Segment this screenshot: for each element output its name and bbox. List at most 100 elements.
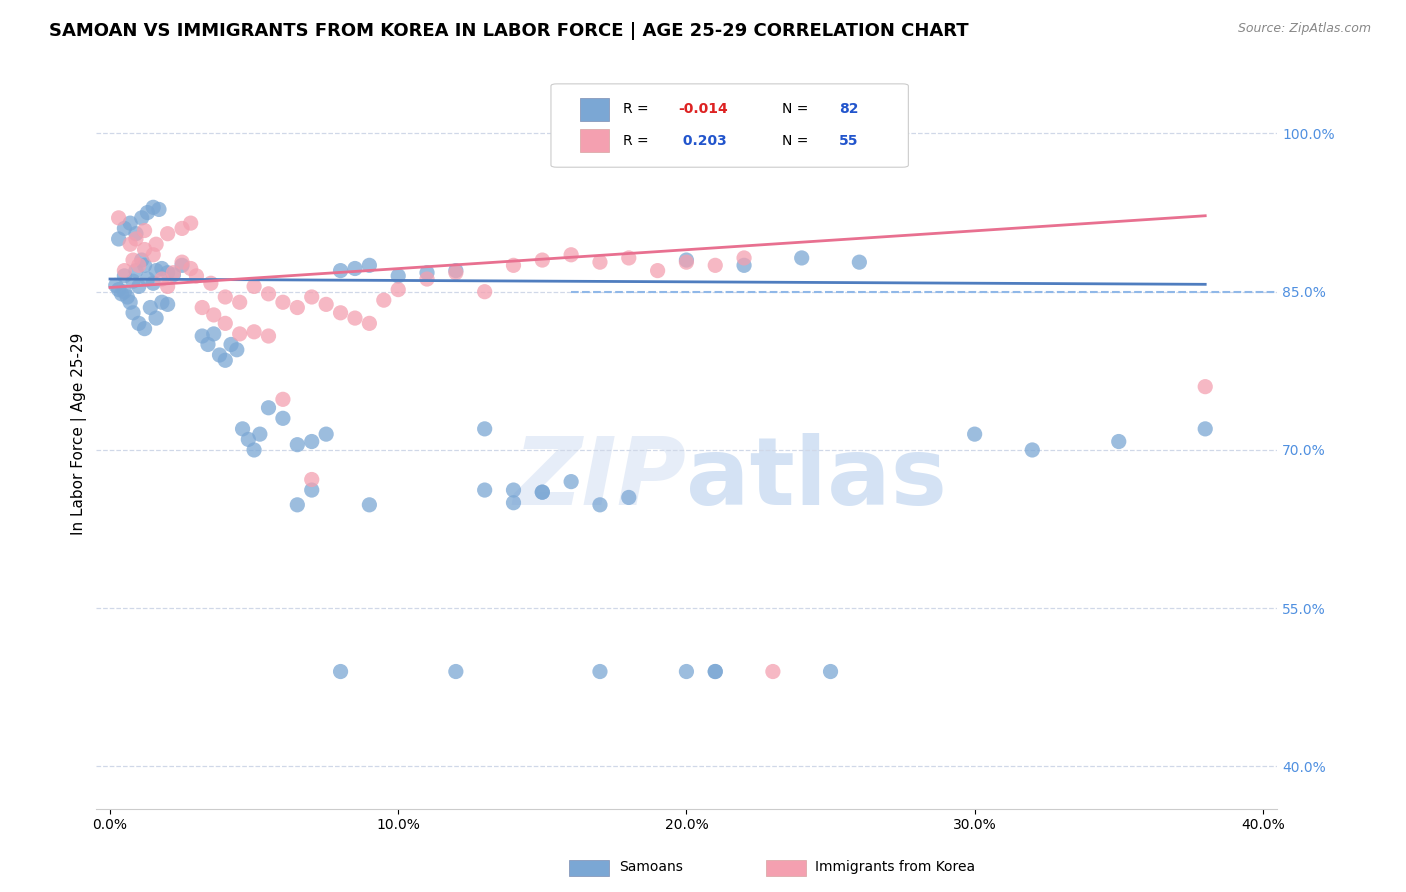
- Point: [202, 326, 225, 341]
- Point: [214, 290, 236, 304]
- Point: [444, 266, 467, 280]
- Point: [387, 268, 409, 283]
- Point: [142, 248, 165, 262]
- Point: [675, 253, 697, 268]
- Point: [589, 665, 612, 679]
- Text: 0.203: 0.203: [678, 134, 727, 148]
- Point: [219, 337, 242, 351]
- Text: -0.014: -0.014: [678, 103, 727, 116]
- Point: [107, 283, 129, 297]
- Point: [257, 286, 280, 301]
- Point: [271, 295, 294, 310]
- Point: [232, 422, 254, 436]
- Point: [531, 485, 554, 500]
- Point: [112, 268, 135, 283]
- Point: [197, 337, 219, 351]
- Point: [228, 326, 250, 341]
- Point: [191, 301, 214, 315]
- Point: [112, 285, 135, 299]
- Point: [120, 216, 142, 230]
- Point: [762, 665, 785, 679]
- Point: [120, 237, 142, 252]
- Point: [444, 263, 467, 277]
- Point: [156, 297, 179, 311]
- Point: [301, 434, 323, 449]
- Text: N =: N =: [782, 103, 813, 116]
- Point: [474, 422, 496, 436]
- Point: [134, 243, 156, 257]
- Point: [560, 248, 582, 262]
- Point: [416, 272, 439, 286]
- Point: [359, 317, 381, 331]
- Point: [202, 308, 225, 322]
- Point: [1108, 434, 1130, 449]
- Point: [820, 665, 842, 679]
- Point: [145, 263, 167, 277]
- Point: [502, 496, 524, 510]
- Bar: [579, 97, 609, 120]
- Point: [589, 255, 612, 269]
- Point: [474, 285, 496, 299]
- Point: [112, 263, 135, 277]
- Point: [131, 253, 153, 268]
- Point: [120, 295, 142, 310]
- Point: [1021, 442, 1043, 457]
- Point: [125, 227, 148, 241]
- Point: [963, 427, 986, 442]
- Point: [257, 329, 280, 343]
- Point: [474, 483, 496, 497]
- Point: [1194, 379, 1216, 393]
- Point: [200, 277, 222, 291]
- Text: N =: N =: [782, 134, 813, 148]
- Point: [122, 253, 145, 268]
- Point: [249, 427, 271, 442]
- Point: [134, 321, 156, 335]
- Point: [560, 475, 582, 489]
- Point: [359, 498, 381, 512]
- Point: [150, 272, 173, 286]
- Point: [285, 301, 308, 315]
- Point: [156, 266, 179, 280]
- Text: ZIP: ZIP: [513, 434, 686, 525]
- Point: [156, 279, 179, 293]
- Point: [136, 272, 159, 286]
- Point: [271, 411, 294, 425]
- Point: [110, 286, 132, 301]
- Point: [134, 223, 156, 237]
- Bar: [569, 860, 609, 876]
- Point: [704, 665, 727, 679]
- Point: [257, 401, 280, 415]
- Point: [139, 301, 162, 315]
- Point: [416, 266, 439, 280]
- Point: [359, 258, 381, 272]
- Point: [125, 232, 148, 246]
- Point: [150, 295, 173, 310]
- Point: [301, 290, 323, 304]
- Point: [301, 473, 323, 487]
- Y-axis label: In Labor Force | Age 25-29: In Labor Force | Age 25-29: [72, 333, 87, 535]
- Text: Source: ZipAtlas.com: Source: ZipAtlas.com: [1237, 22, 1371, 36]
- Point: [1194, 422, 1216, 436]
- Point: [285, 438, 308, 452]
- Point: [186, 268, 208, 283]
- Point: [531, 485, 554, 500]
- Point: [343, 311, 366, 326]
- Point: [301, 483, 323, 497]
- Point: [329, 306, 352, 320]
- Text: Immigrants from Korea: Immigrants from Korea: [815, 860, 976, 874]
- Point: [343, 261, 366, 276]
- Point: [145, 311, 167, 326]
- Point: [122, 274, 145, 288]
- Point: [617, 251, 640, 265]
- Point: [128, 279, 150, 293]
- Point: [117, 290, 139, 304]
- Point: [170, 255, 193, 269]
- Point: [128, 317, 150, 331]
- Point: [122, 306, 145, 320]
- Point: [243, 325, 266, 339]
- Point: [136, 205, 159, 219]
- Text: R =: R =: [623, 103, 652, 116]
- Point: [150, 261, 173, 276]
- Point: [145, 237, 167, 252]
- Point: [285, 498, 308, 512]
